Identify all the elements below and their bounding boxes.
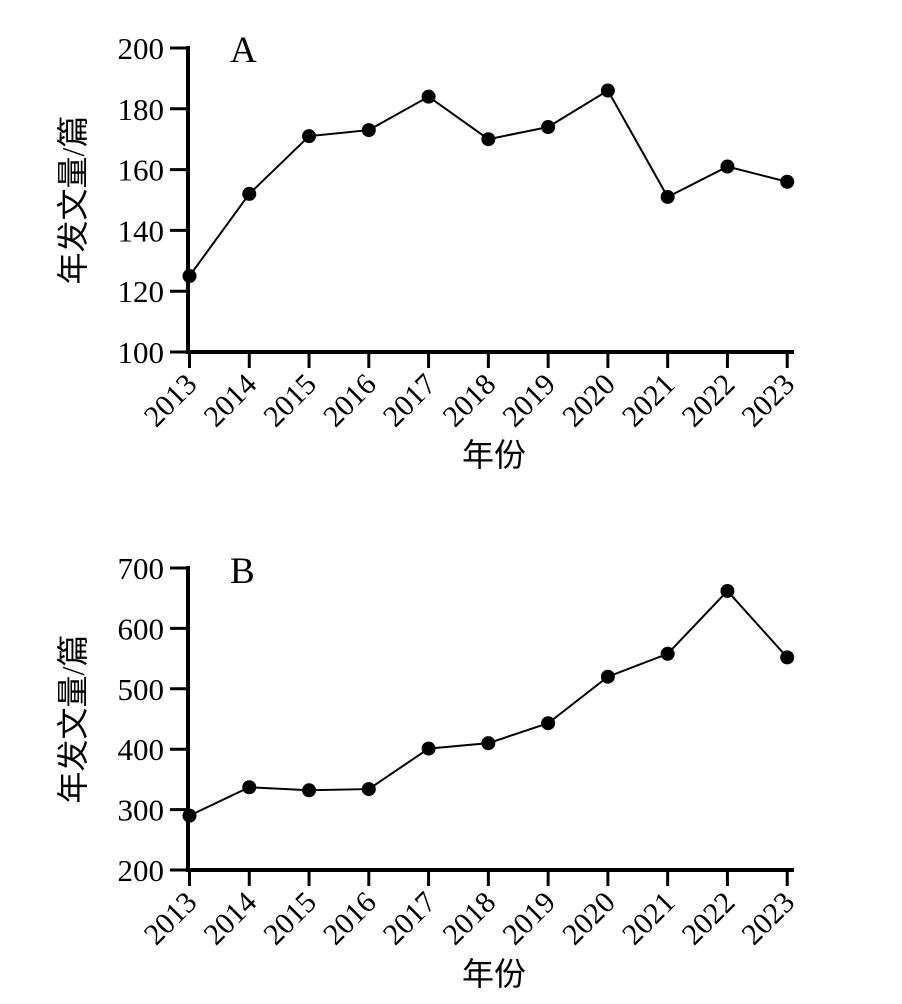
chart-b-point-2015 <box>302 783 317 798</box>
chart-a-point-2018 <box>481 132 496 147</box>
chart-b-point-2020 <box>600 669 615 684</box>
chart-b-point-2016 <box>361 782 376 797</box>
x-tick-label-2018: 2018 <box>437 368 503 434</box>
x-axis-title: 年份 <box>462 437 526 473</box>
chart-a-line <box>188 89 788 277</box>
x-tick-label-2014: 2014 <box>197 368 263 434</box>
x-tick-label-2014: 2014 <box>197 886 263 952</box>
x-tick-label-2013: 2013 <box>138 886 204 952</box>
x-tick-label-2017: 2017 <box>377 886 443 952</box>
y-tick-label: 140 <box>118 213 165 248</box>
x-tick-label-2015: 2015 <box>257 368 323 434</box>
chart-b-point-2022 <box>720 583 735 598</box>
chart-a-point-2014 <box>242 186 257 201</box>
x-tick-label-2019: 2019 <box>496 886 562 952</box>
x-tick-label-2021: 2021 <box>616 368 682 434</box>
y-tick-label: 400 <box>118 732 165 767</box>
y-tick-label: 200 <box>118 31 165 66</box>
chart-a-point-2021 <box>660 189 675 204</box>
y-axis-title: 年发文量/篇 <box>55 116 91 285</box>
chart-panel-b: 200 300 400 500 600 700 2013 2014 2015 2016 2017 20… <box>0 480 902 1004</box>
y-tick-label: 120 <box>118 274 165 309</box>
panel-label-a: A <box>230 30 257 71</box>
chart-a-point-2019 <box>541 120 556 135</box>
chart-b-point-2018 <box>481 736 496 751</box>
y-tick-label: 300 <box>118 793 165 828</box>
chart-a-point-2020 <box>600 83 615 98</box>
x-tick-label-2020: 2020 <box>556 886 622 952</box>
x-tick-label-2016: 2016 <box>317 368 383 434</box>
y-tick-label: 600 <box>118 611 165 646</box>
chart-b-point-2013 <box>182 808 197 823</box>
x-axis-title: 年份 <box>462 956 526 992</box>
chart-b-point-2014 <box>242 780 257 795</box>
y-tick-label: 200 <box>118 853 165 888</box>
chart-b-point-2023 <box>780 650 795 665</box>
chart-b-point-2019 <box>541 716 556 731</box>
y-tick-label: 180 <box>118 92 165 127</box>
x-tick-label-2023: 2023 <box>735 886 801 952</box>
y-tick-label: 500 <box>118 672 165 707</box>
chart-panel-a: 100 120 140 160 180 200 2013 2014 2015 2016 2017 20… <box>0 0 902 485</box>
chart-a-point-2017 <box>421 89 436 104</box>
x-tick-label-2016: 2016 <box>317 886 383 952</box>
chart-a-point-2016 <box>361 123 376 138</box>
x-tick-label-2020: 2020 <box>556 368 622 434</box>
chart-a-point-2023 <box>780 174 795 189</box>
chart-b-line <box>189 589 788 817</box>
x-tick-label-2018: 2018 <box>437 886 503 952</box>
chart-b-point-2021 <box>660 646 675 661</box>
x-tick-label-2022: 2022 <box>676 886 742 952</box>
panel-label-b: B <box>230 551 255 592</box>
x-tick-label-2017: 2017 <box>377 368 443 434</box>
x-tick-label-2019: 2019 <box>496 368 562 434</box>
x-tick-label-2013: 2013 <box>138 368 204 434</box>
x-tick-label-2021: 2021 <box>616 886 682 952</box>
y-tick-label: 160 <box>118 153 165 188</box>
chart-b-svg: 2003004005006007002013201420152016201720… <box>55 551 801 992</box>
x-tick-label-2022: 2022 <box>676 368 742 434</box>
x-tick-label-2023: 2023 <box>735 368 801 434</box>
x-tick-label-2015: 2015 <box>257 886 323 952</box>
chart-a-point-2022 <box>720 159 735 174</box>
y-tick-label: 700 <box>118 551 165 586</box>
y-tick-label: 100 <box>118 335 165 370</box>
chart-a-point-2015 <box>302 129 317 144</box>
chart-b-point-2017 <box>421 741 436 756</box>
chart-a-point-2013 <box>182 269 197 283</box>
y-axis-title: 年发文量/篇 <box>55 635 91 804</box>
chart-a-svg: 1001201401601802002013201420152016201720… <box>55 30 801 473</box>
